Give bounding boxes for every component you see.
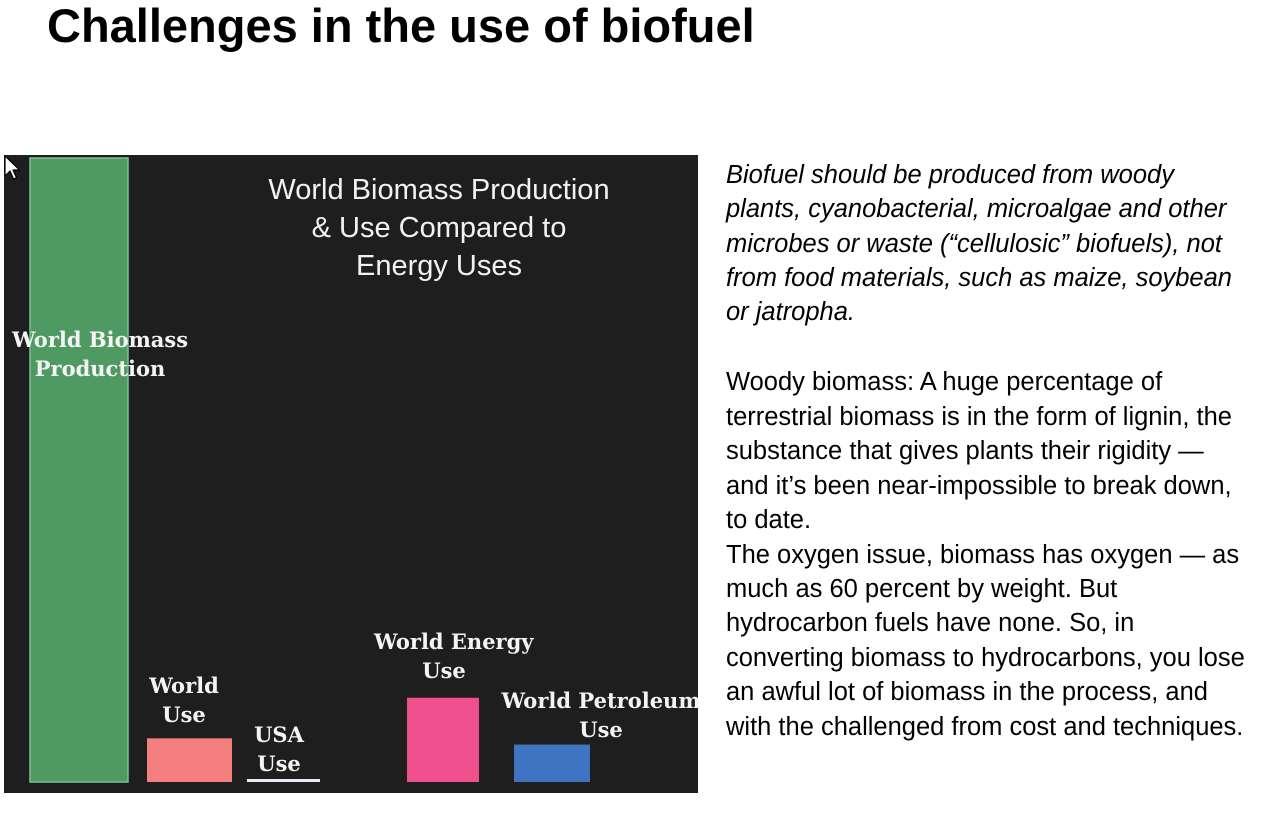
chart-title-line: World Biomass Production bbox=[268, 174, 610, 206]
biomass-bar-chart: World Biomass Production & Use Compared … bbox=[4, 155, 698, 793]
bar-label-line: Use bbox=[162, 702, 206, 727]
bar-label-line: Use bbox=[257, 751, 301, 776]
mouse-pointer-icon bbox=[4, 155, 21, 180]
chart-title-line: & Use Compared to bbox=[311, 212, 567, 244]
italic-statement: Biofuel should be produced from woody pl… bbox=[726, 161, 1232, 327]
bar-label-line: World bbox=[149, 673, 219, 698]
bar-label-line: Production bbox=[34, 356, 166, 381]
bar-label-usa-use: USA Use bbox=[234, 720, 324, 778]
text-column: Biofuel should be produced from woody pl… bbox=[726, 158, 1246, 744]
bar-world-biomass-production bbox=[29, 157, 129, 783]
chart-title: World Biomass Production & Use Compared … bbox=[234, 171, 644, 285]
bar-world-energy-use bbox=[407, 697, 479, 782]
woody-biomass-paragraph: Woody biomass: A huge percentage of terr… bbox=[726, 368, 1232, 535]
bar-label-world-petroleum-use: World Petroleum Use bbox=[501, 686, 698, 744]
bar-label-line: World Energy bbox=[374, 629, 534, 654]
bar-label-world-use: World Use bbox=[134, 671, 234, 729]
bar-label-world-biomass-production: World Biomass Production bbox=[10, 325, 190, 383]
bar-usa-use bbox=[247, 779, 320, 782]
bar-world-petroleum-use bbox=[514, 744, 590, 782]
chart-bars-canvas bbox=[29, 157, 590, 783]
bar-label-world-energy-use: World Energy Use bbox=[374, 627, 534, 685]
body-text: Woody biomass: A huge percentage of terr… bbox=[726, 365, 1246, 743]
bar-label-line: Use bbox=[579, 717, 623, 742]
bar-world-use bbox=[147, 738, 232, 782]
bar-label-line: World Biomass bbox=[11, 327, 189, 352]
bar-label-line: USA bbox=[254, 722, 304, 747]
slide-title: Challenges in the use of biofuel bbox=[47, 0, 755, 52]
oxygen-issue-paragraph: The oxygen issue, biomass has oxygen — a… bbox=[726, 540, 1245, 741]
bar-label-line: Use bbox=[422, 658, 466, 683]
bar-label-line: World Petroleum bbox=[501, 688, 698, 713]
chart-title-line: Energy Uses bbox=[355, 250, 522, 282]
